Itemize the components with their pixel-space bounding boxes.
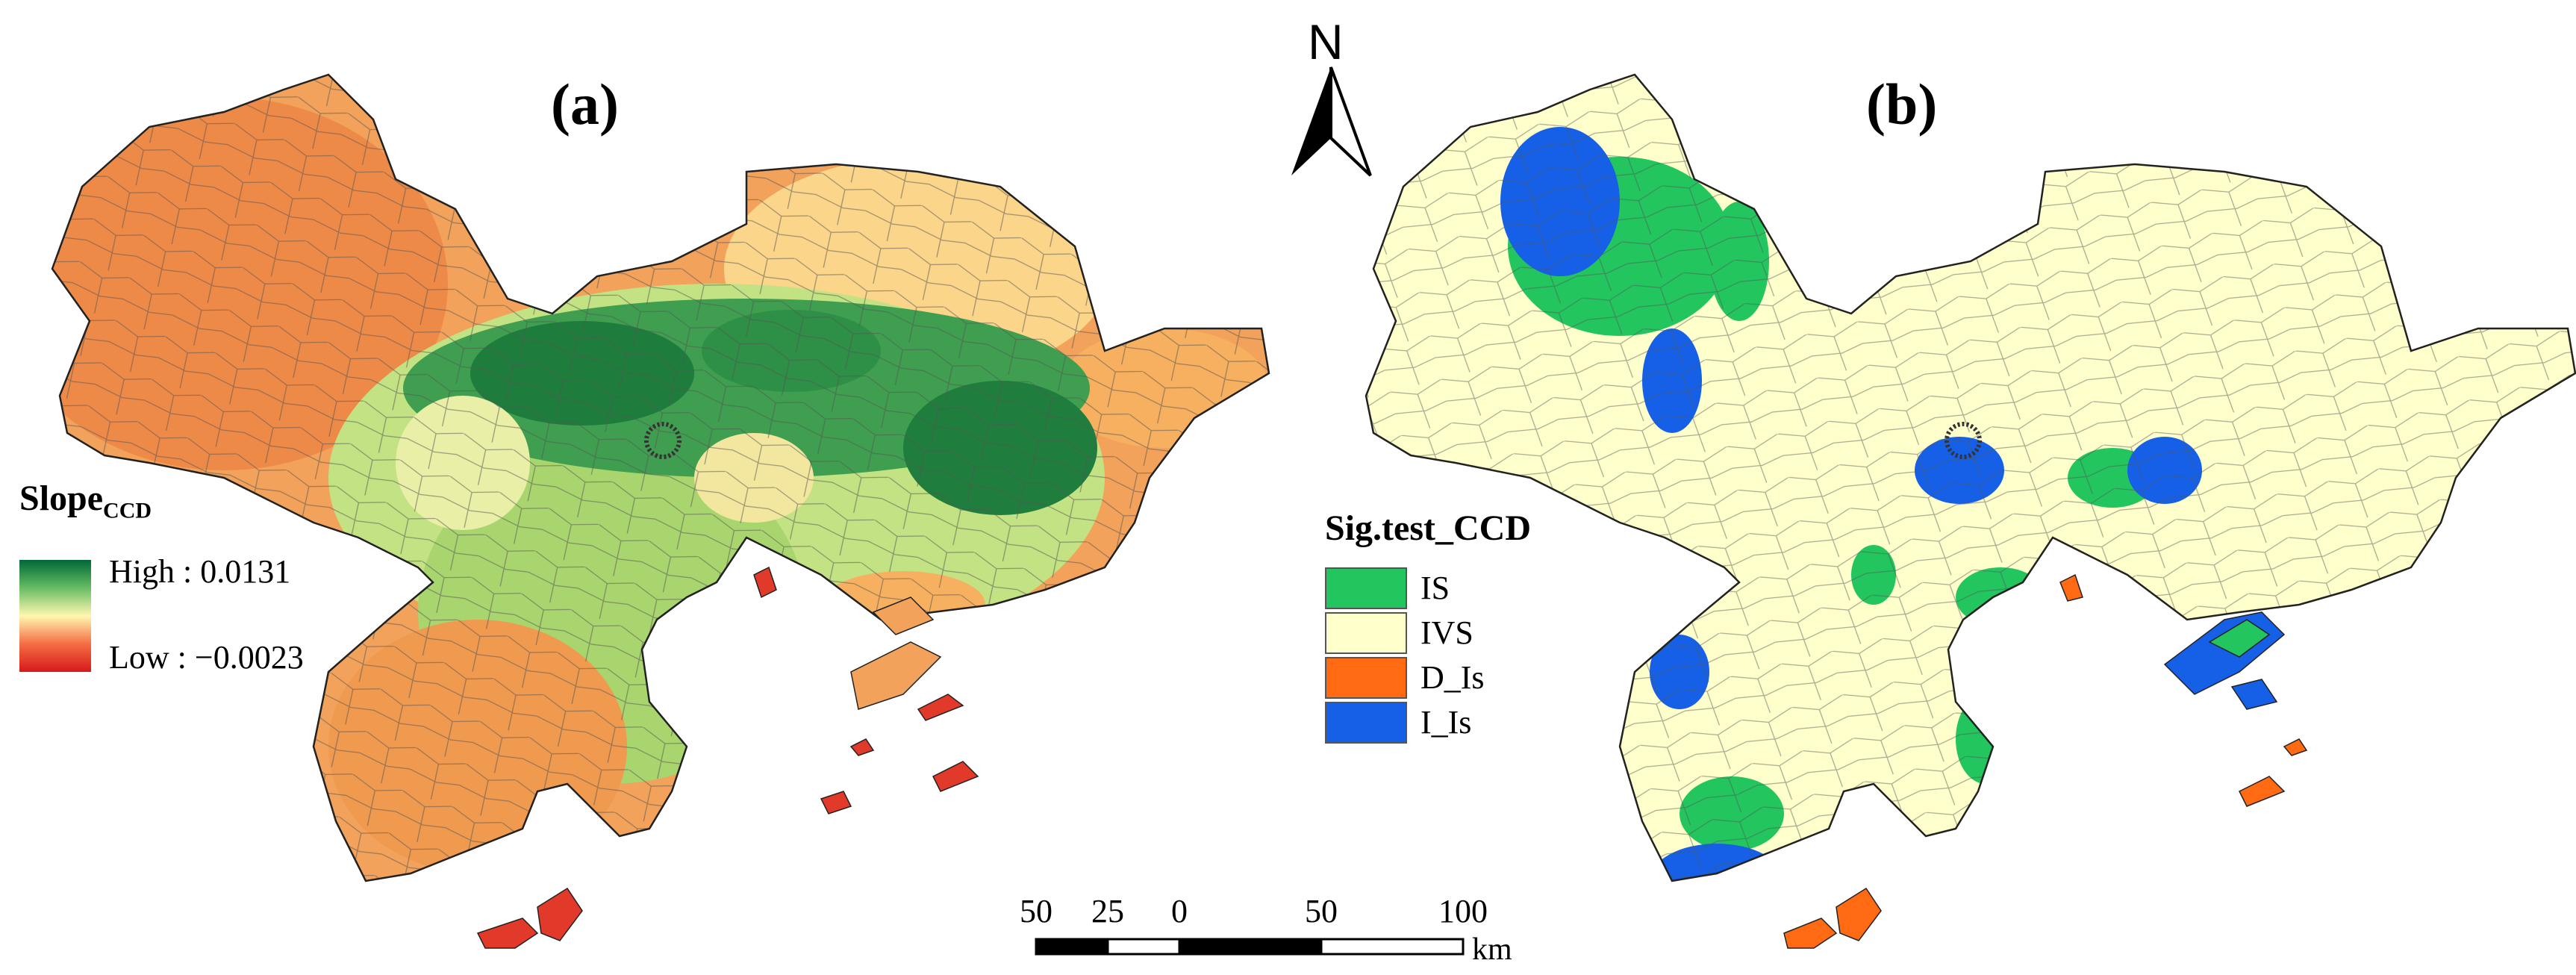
legend-a-high: High : 0.0131 [109, 553, 291, 590]
legend-b-swatch-d-is [1325, 657, 1407, 699]
legend-b: Sig.test_CCD IS IVS D_Is I_Is [1325, 508, 1638, 754]
scale-tick-3: 50 [1305, 893, 1338, 929]
legend-b-label-ivs: IVS [1420, 614, 1473, 651]
scale-tick-2: 0 [1171, 893, 1188, 929]
islands-a-orange [850, 596, 942, 710]
scale-bar-graphic [1035, 938, 1465, 956]
map-b [1366, 75, 2575, 881]
north-arrow-symbol [1291, 66, 1372, 177]
legend-b-swatch-i-is [1325, 702, 1407, 744]
islands-b-orange [1783, 573, 2308, 949]
legend-b-label-d-is: D_Is [1420, 659, 1485, 696]
legend-a-low: Low : −0.0023 [109, 639, 304, 676]
islands-b-blue-green [2163, 611, 2286, 710]
panel-label-a: (a) [551, 72, 619, 137]
legend-b-swatch-is [1325, 567, 1407, 609]
north-arrow-label: N [1308, 14, 1344, 69]
islands-a [476, 566, 979, 949]
legend-b-swatch-ivs [1325, 612, 1407, 654]
legend-a-title: SlopeCCD [19, 479, 152, 523]
panel-label-b: (b) [1866, 72, 1938, 137]
scale-tick-0: 50 [1020, 893, 1052, 929]
scale-tick-4: 100 [1438, 893, 1488, 929]
legend-a: SlopeCCD High : 0.0131 Low : −0.0023 [19, 478, 393, 687]
legend-b-title: Sig.test_CCD [1325, 508, 1531, 548]
legend-b-label-i-is: I_Is [1420, 704, 1472, 741]
legend-a-gradient [19, 560, 91, 672]
legend-b-label-is: IS [1420, 570, 1450, 606]
scale-tick-1: 25 [1091, 893, 1124, 929]
scale-unit: km [1472, 932, 1512, 967]
